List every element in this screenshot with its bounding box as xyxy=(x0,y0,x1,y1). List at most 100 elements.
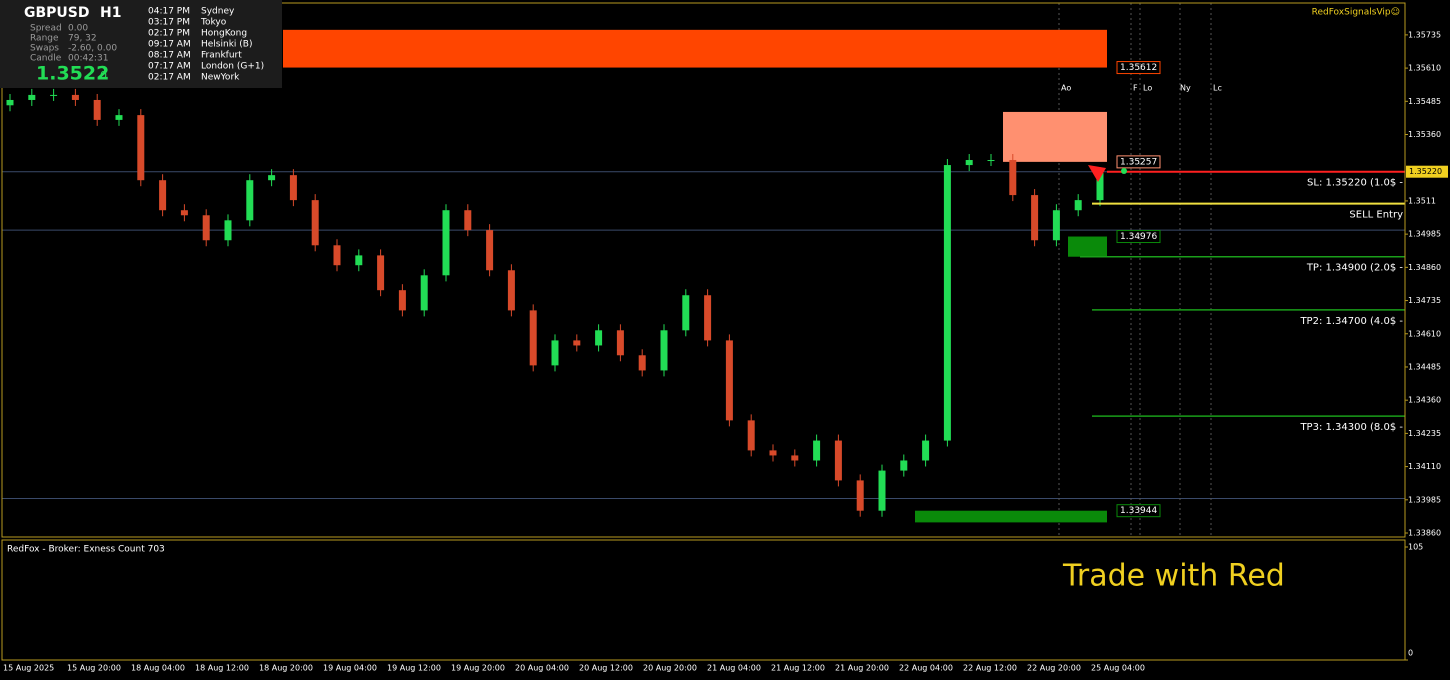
x-tick-label: 22 Aug 20:00 xyxy=(1027,664,1081,673)
session-city: NewYork xyxy=(201,73,240,83)
zone-label-box xyxy=(1116,230,1161,244)
level-label: SL: 1.35220 (1.0$ - xyxy=(1307,178,1403,189)
symbol: GBPUSD xyxy=(24,5,90,21)
candle xyxy=(791,455,799,461)
session-mark: Lo xyxy=(1143,84,1152,93)
candle xyxy=(682,295,690,331)
candle xyxy=(180,210,188,216)
session-mark: F xyxy=(1133,84,1138,93)
y-tick-label: 1.34860 xyxy=(1408,263,1441,272)
zone-label: 1.33944 xyxy=(1120,506,1157,516)
candle xyxy=(900,460,908,471)
x-tick-label: 20 Aug 12:00 xyxy=(579,664,633,673)
stat-label: Range xyxy=(30,34,59,44)
x-tick-label: 18 Aug 20:00 xyxy=(259,664,313,673)
y-tick-label: 1.33985 xyxy=(1408,495,1441,504)
y-tick-label: 1.35360 xyxy=(1408,130,1441,139)
zone xyxy=(1003,111,1107,162)
candle xyxy=(856,480,864,511)
session-city: Frankfurt xyxy=(201,51,242,61)
x-tick-label: 19 Aug 04:00 xyxy=(323,664,377,673)
session-mark: Lc xyxy=(1213,84,1222,93)
y-tick-label: 1.3511 xyxy=(1408,196,1436,205)
zone-label-box xyxy=(1116,155,1161,169)
zone xyxy=(915,510,1107,523)
candle xyxy=(551,340,559,366)
session-city: London (G+1) xyxy=(201,62,264,72)
candle xyxy=(1074,200,1082,211)
main-frame xyxy=(1,2,1406,538)
y-tick-label: 1.35485 xyxy=(1408,97,1441,106)
bid-suffix: 0 xyxy=(100,69,107,82)
zone xyxy=(1068,236,1107,257)
candle xyxy=(420,275,428,311)
candle xyxy=(289,175,297,201)
candle xyxy=(333,245,341,266)
candle xyxy=(704,295,712,341)
zone-label-box xyxy=(1116,504,1161,518)
stat-value: -2.60, 0.00 xyxy=(68,44,117,54)
session-city: HongKong xyxy=(201,29,247,39)
x-tick-label: 21 Aug 04:00 xyxy=(707,664,761,673)
candle xyxy=(943,165,951,441)
candle xyxy=(93,99,101,120)
panel-bg xyxy=(0,0,282,88)
x-tick-label: 25 Aug 04:00 xyxy=(1091,664,1145,673)
candle xyxy=(747,420,755,451)
candle xyxy=(377,255,385,291)
candle xyxy=(464,210,472,231)
candle xyxy=(595,330,603,346)
bid-price: 1.3522 xyxy=(36,63,109,85)
candle xyxy=(1052,210,1060,241)
candle xyxy=(507,270,515,311)
stat-label: Spread xyxy=(30,24,62,34)
y-tick-label: 1.34985 xyxy=(1408,230,1441,239)
ind-tick-label: 105 xyxy=(1408,543,1423,552)
candle xyxy=(115,115,123,120)
session-time: 07:17 AM xyxy=(148,62,191,72)
candle xyxy=(965,160,973,166)
candle xyxy=(725,340,733,421)
candle xyxy=(573,340,581,346)
y-tick-label: 1.35610 xyxy=(1408,64,1441,73)
sell-arrow xyxy=(1088,165,1106,182)
candle xyxy=(878,470,886,511)
level-label: TP: 1.34900 (2.0$ - xyxy=(1306,263,1404,274)
x-tick-label: 18 Aug 12:00 xyxy=(195,664,249,673)
price-tag xyxy=(1406,165,1448,178)
session-mark: Ny xyxy=(1180,84,1191,93)
x-tick-label: 20 Aug 04:00 xyxy=(515,664,569,673)
candle xyxy=(71,94,79,100)
session-time: 04:17 PM xyxy=(148,7,190,17)
candle xyxy=(529,310,537,366)
x-tick-label: 21 Aug 20:00 xyxy=(835,664,889,673)
candle xyxy=(246,180,254,221)
candle xyxy=(6,99,14,106)
x-tick-label: 19 Aug 20:00 xyxy=(451,664,505,673)
session-city: Sydney xyxy=(201,7,235,17)
x-tick-label: 21 Aug 12:00 xyxy=(771,664,825,673)
x-tick-label: 15 Aug 20:00 xyxy=(67,664,121,673)
candle xyxy=(769,450,777,456)
x-tick-label: 15 Aug 2025 xyxy=(3,664,54,673)
info-panel: GBPUSD H1 1.3522 0 RedFoxSignalsVip☺ Spr… xyxy=(0,0,1400,88)
x-tick-label: 19 Aug 12:00 xyxy=(387,664,441,673)
timeframe: H1 xyxy=(100,5,121,21)
session-time: 03:17 PM xyxy=(148,18,190,28)
candle xyxy=(1096,173,1104,201)
candle xyxy=(660,330,668,371)
candle xyxy=(486,230,494,271)
y-tick-label: 1.34485 xyxy=(1408,362,1441,371)
y-tick-label: 1.34110 xyxy=(1408,462,1441,471)
stat-label: Candle xyxy=(30,54,62,64)
stat-label: Swaps xyxy=(30,44,59,54)
candle xyxy=(202,215,210,241)
y-tick-label: 1.34235 xyxy=(1408,429,1441,438)
level-label: TP3: 1.34300 (8.0$ - xyxy=(1299,422,1403,433)
zone-label-box xyxy=(1116,61,1161,75)
stat-value: 79, 32 xyxy=(68,34,97,44)
candle xyxy=(813,440,821,461)
x-tick-label: 18 Aug 04:00 xyxy=(131,664,185,673)
